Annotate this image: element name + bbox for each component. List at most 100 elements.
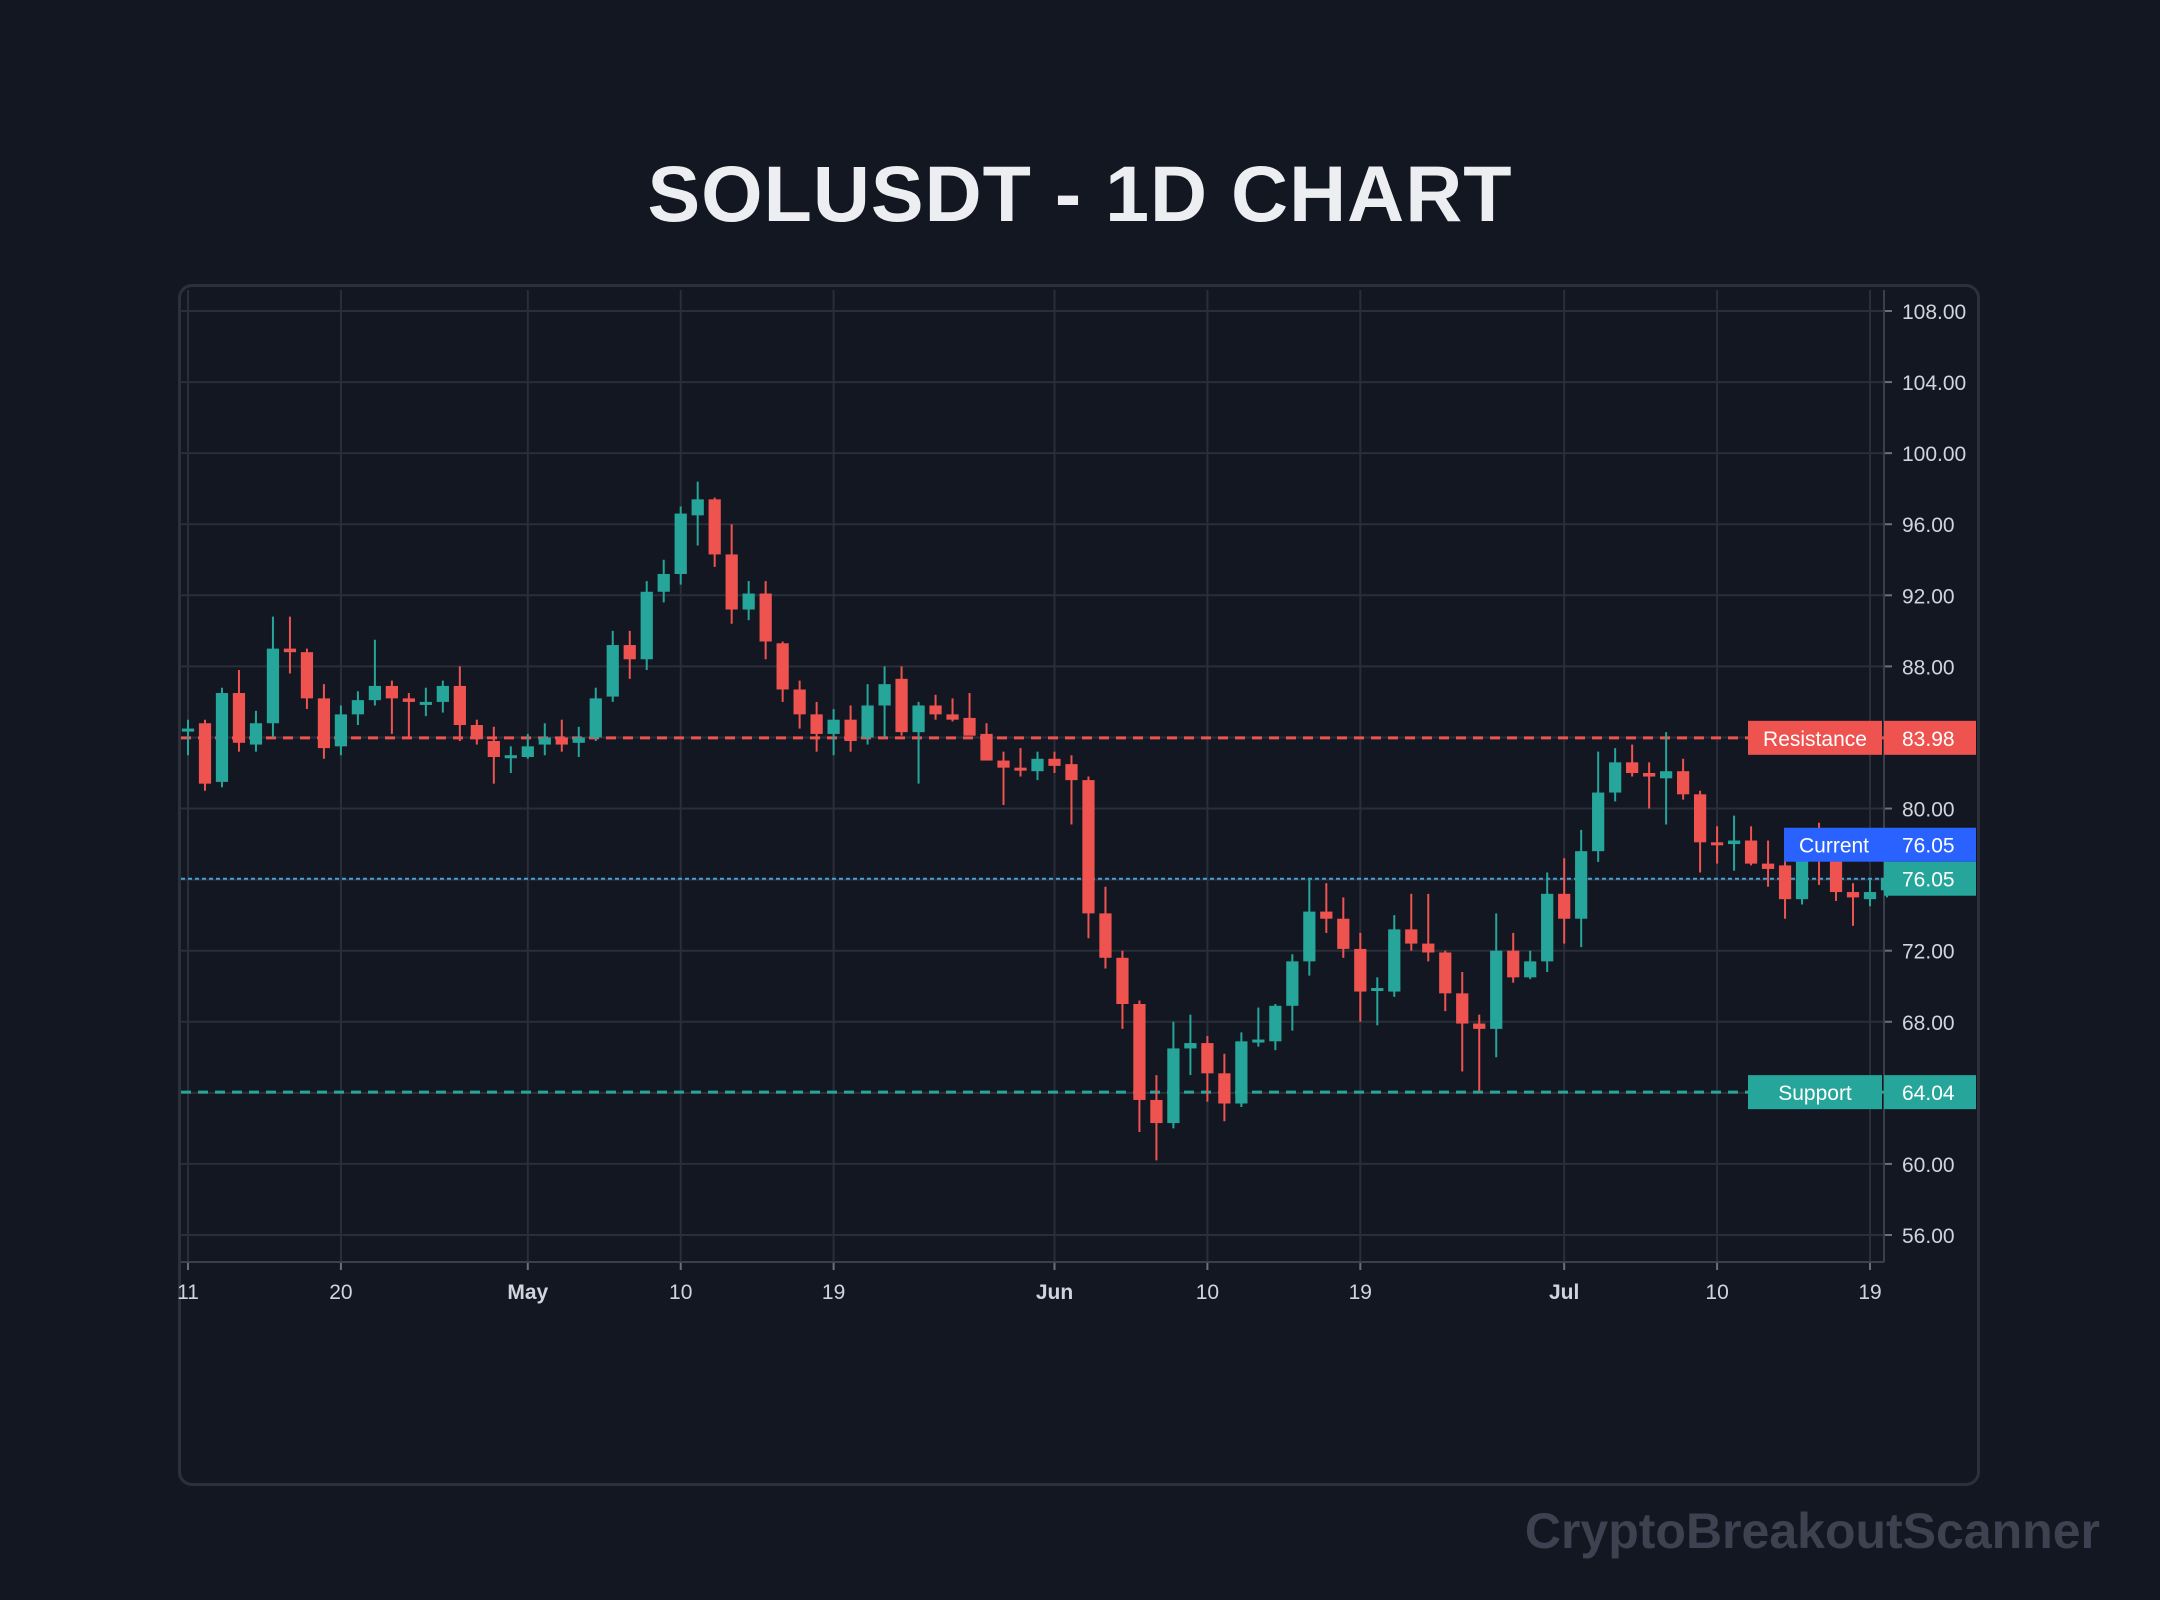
candle-down bbox=[1116, 957, 1129, 1004]
candle-down bbox=[1829, 856, 1843, 893]
candle-down bbox=[1150, 1099, 1163, 1124]
resistance-price-label: 83.98 bbox=[1902, 728, 1955, 751]
resistance-price-box bbox=[1884, 720, 1976, 755]
candle-down bbox=[385, 685, 398, 699]
candle-down bbox=[1778, 865, 1792, 900]
candle-up bbox=[351, 700, 365, 715]
candle-down bbox=[1643, 773, 1656, 777]
y-tick-label: 68.00 bbox=[1902, 1012, 1955, 1035]
y-tick-label: 60.00 bbox=[1902, 1154, 1955, 1177]
candle-up bbox=[1490, 950, 1503, 1029]
y-tick-label: 72.00 bbox=[1902, 941, 1955, 964]
candle-down bbox=[1422, 943, 1435, 953]
candle-up bbox=[861, 705, 874, 738]
candle-up bbox=[1252, 1039, 1265, 1043]
x-tick-label: 19 bbox=[1858, 1281, 1881, 1304]
candle-down bbox=[708, 499, 721, 555]
candle-up bbox=[436, 685, 449, 702]
candle-down bbox=[1065, 764, 1078, 781]
candle-down bbox=[198, 723, 212, 784]
y-tick-label: 56.00 bbox=[1902, 1225, 1955, 1248]
candle-down bbox=[1439, 952, 1452, 994]
x-tick-label: 11 bbox=[177, 1281, 199, 1304]
candle-down bbox=[1710, 842, 1724, 846]
candle-up bbox=[640, 591, 653, 660]
candle-up bbox=[181, 728, 195, 732]
candle-up bbox=[215, 693, 229, 782]
watermark: CryptoBreakoutScanner bbox=[1524, 1503, 2100, 1559]
candle-down bbox=[725, 554, 738, 610]
candle-up bbox=[589, 698, 602, 738]
candle-down bbox=[317, 698, 331, 749]
candle-up bbox=[1235, 1041, 1248, 1104]
candle-down bbox=[1558, 893, 1571, 919]
candle-down bbox=[1846, 892, 1860, 898]
candle-down bbox=[929, 705, 942, 715]
candle-down bbox=[1761, 863, 1775, 869]
current-label: Current bbox=[1799, 835, 1869, 858]
candle-down bbox=[810, 714, 823, 734]
candle-down bbox=[1405, 929, 1418, 944]
candle-down bbox=[402, 698, 415, 702]
candle-down bbox=[1133, 1004, 1146, 1100]
candle-down bbox=[1693, 794, 1707, 843]
candle-down bbox=[453, 685, 466, 726]
candle-up bbox=[1592, 792, 1605, 852]
candle-down bbox=[1014, 767, 1027, 771]
candle-up bbox=[1031, 758, 1044, 772]
candle-up bbox=[1371, 988, 1384, 992]
candle-down bbox=[1048, 758, 1061, 766]
last-price-box bbox=[1884, 861, 1976, 896]
candle-up bbox=[1660, 771, 1673, 779]
resistance-label-box bbox=[1748, 720, 1882, 755]
candle-up bbox=[878, 684, 891, 706]
candle-down bbox=[1626, 762, 1639, 773]
candle-down bbox=[1218, 1073, 1231, 1104]
candle-up bbox=[572, 737, 585, 743]
x-tick-label: 20 bbox=[329, 1281, 352, 1304]
candle-up bbox=[538, 737, 551, 745]
chart-frame bbox=[178, 284, 1980, 1486]
x-tick-label: Jul bbox=[1549, 1281, 1579, 1304]
candle-up bbox=[1184, 1043, 1197, 1049]
candle-down bbox=[1354, 948, 1367, 992]
y-tick-label: 100.00 bbox=[1902, 443, 1966, 466]
candle-up bbox=[1609, 762, 1622, 793]
candle-up bbox=[1541, 893, 1554, 962]
candle-up bbox=[674, 513, 687, 574]
candle-up bbox=[521, 746, 534, 758]
y-tick-label: 80.00 bbox=[1902, 799, 1955, 822]
y-tick-label: 96.00 bbox=[1902, 514, 1955, 537]
support-label-box bbox=[1748, 1075, 1882, 1110]
y-tick-label: 104.00 bbox=[1902, 372, 1966, 395]
candle-down bbox=[300, 652, 314, 699]
candle-down bbox=[1099, 913, 1112, 958]
candle-down bbox=[1507, 950, 1520, 978]
x-tick-label: 10 bbox=[1196, 1281, 1219, 1304]
candle-up bbox=[912, 705, 925, 733]
y-tick-label: 88.00 bbox=[1902, 656, 1955, 679]
candle-down bbox=[1744, 840, 1758, 864]
candle-up bbox=[419, 701, 432, 705]
candle-up bbox=[1727, 840, 1741, 845]
candle-down bbox=[997, 760, 1010, 768]
candle-down bbox=[1676, 771, 1690, 795]
candle-down bbox=[963, 717, 976, 736]
candle-down bbox=[1456, 993, 1469, 1024]
resistance-label: Resistance bbox=[1763, 728, 1867, 751]
support-price-box bbox=[1884, 1075, 1976, 1110]
candle-up bbox=[1269, 1005, 1282, 1042]
candle-up bbox=[657, 573, 670, 592]
candle-down bbox=[1320, 911, 1333, 919]
candle-up bbox=[1575, 851, 1588, 919]
candle-down bbox=[470, 725, 483, 740]
candle-down bbox=[895, 678, 908, 733]
candle-up bbox=[1388, 929, 1401, 992]
y-tick-label: 92.00 bbox=[1902, 585, 1955, 608]
candle-down bbox=[232, 693, 246, 743]
candle-down bbox=[487, 741, 500, 758]
chart-title: SOLUSDT - 1D CHART bbox=[647, 149, 1513, 238]
candle-down bbox=[946, 714, 959, 720]
